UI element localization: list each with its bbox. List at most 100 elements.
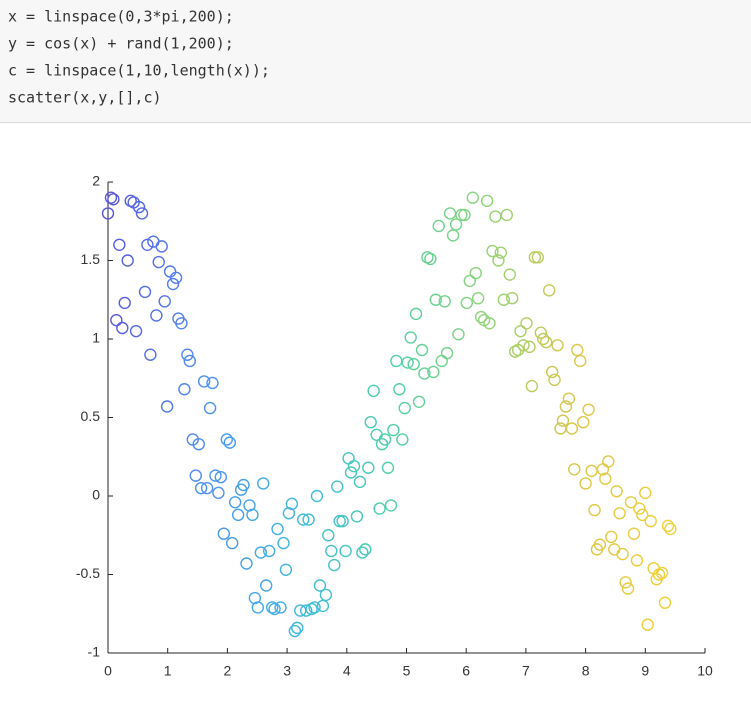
point [574, 354, 587, 368]
point [393, 383, 406, 396]
x-tick-label: 2 [224, 663, 232, 679]
y-tick-label: 0.5 [81, 408, 101, 424]
point [214, 470, 228, 484]
point [262, 544, 276, 558]
point [627, 527, 641, 540]
point [178, 383, 191, 396]
point [121, 254, 134, 267]
point [429, 293, 442, 306]
point [608, 543, 621, 556]
code-block [0, 0, 751, 122]
x-tick-label: 3 [283, 663, 291, 679]
y-tick-label: 2 [92, 173, 100, 189]
point [356, 546, 369, 559]
point [500, 208, 513, 222]
point [342, 452, 355, 465]
point [333, 514, 346, 528]
x-tick-label: 0 [104, 663, 112, 679]
point [384, 499, 398, 512]
point [364, 416, 377, 429]
point [110, 313, 123, 327]
point [480, 194, 494, 208]
point [144, 348, 157, 361]
point [579, 477, 592, 490]
point [474, 310, 488, 324]
point [129, 324, 143, 338]
point [160, 400, 174, 413]
point [610, 485, 623, 498]
point [163, 265, 177, 278]
point [517, 339, 530, 352]
point [116, 321, 129, 335]
point [621, 582, 635, 595]
point [438, 295, 451, 308]
point [206, 376, 219, 390]
x-tick-label: 9 [641, 663, 649, 679]
point [274, 601, 287, 614]
point [138, 285, 152, 299]
point [104, 191, 118, 204]
point [534, 326, 548, 339]
point [661, 519, 675, 533]
point [200, 481, 214, 495]
point [523, 340, 536, 354]
point [316, 599, 330, 613]
point [237, 478, 250, 492]
point [542, 284, 556, 297]
plot: -1 -0.5 0 0.5 1 1.5 2 0 1 2 3 4 5 6 7 8 9 10 [76, 173, 713, 679]
point [588, 503, 601, 517]
point [537, 332, 550, 346]
point [166, 277, 180, 291]
y-tick-label: -1 [88, 644, 101, 660]
point [424, 252, 437, 266]
point [169, 271, 183, 284]
point [362, 461, 375, 474]
point [107, 193, 120, 206]
point [240, 557, 253, 570]
point [223, 436, 236, 449]
point [427, 365, 440, 379]
point [605, 530, 618, 544]
point [463, 274, 476, 288]
point [254, 546, 268, 559]
point [268, 602, 281, 616]
point [359, 543, 372, 556]
code-line: x = linspace(0,3*pi,200); [8, 8, 234, 26]
point [486, 244, 499, 258]
code-line: y = cos(x) + rand(1,200); [8, 35, 234, 53]
point [582, 403, 595, 416]
point [404, 331, 417, 344]
point [347, 459, 361, 473]
point [571, 343, 584, 357]
point [396, 433, 409, 446]
point [655, 566, 669, 580]
point [446, 229, 460, 242]
point [398, 401, 411, 415]
point [175, 317, 188, 330]
point [322, 529, 335, 542]
point [181, 348, 194, 361]
point [554, 422, 567, 435]
point [113, 238, 126, 252]
point [630, 554, 644, 567]
point [231, 508, 245, 522]
point [471, 291, 485, 305]
point [483, 317, 496, 330]
point [525, 379, 539, 393]
y-tick-label: 1.5 [81, 251, 101, 267]
point [494, 246, 508, 259]
point [353, 475, 367, 489]
point [325, 544, 338, 558]
point [458, 208, 471, 222]
point [118, 296, 131, 310]
point [577, 416, 590, 429]
point [619, 576, 632, 589]
point [531, 251, 545, 264]
point [565, 422, 579, 435]
point [367, 384, 380, 398]
point [277, 536, 290, 550]
point [285, 497, 299, 511]
point [203, 401, 217, 415]
x-tick-label: 4 [343, 663, 351, 679]
